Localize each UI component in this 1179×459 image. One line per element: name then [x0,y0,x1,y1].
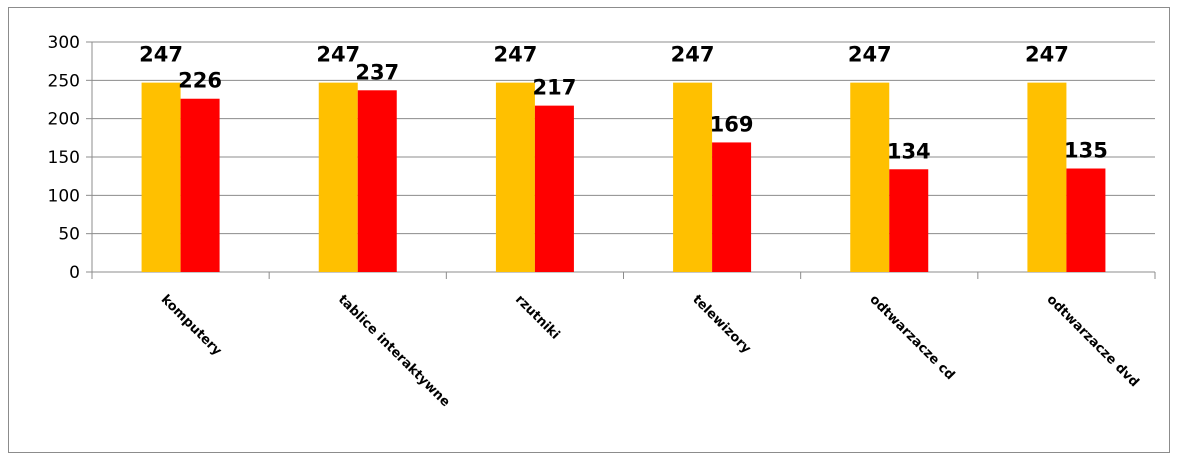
bar [712,142,752,272]
y-tick-label: 0 [69,263,80,283]
data-label: 169 [710,112,754,136]
bar [141,82,181,272]
data-label: 237 [355,60,399,84]
x-category-label: tablice interaktywne [335,292,453,410]
bar [318,82,358,272]
bar [357,90,397,272]
x-category-label: komputery [158,292,225,359]
data-label: 134 [887,139,931,163]
x-category-label: odtwarzacze cd [866,292,957,383]
data-label: 247 [671,43,715,67]
y-tick-label: 150 [48,148,80,168]
data-label: 247 [316,43,360,67]
bar [534,105,574,272]
y-tick-label: 250 [48,71,80,91]
data-label: 247 [848,43,892,67]
data-label: 247 [139,43,183,67]
x-category-label: odtwarzacze dvd [1044,292,1142,390]
y-tick-label: 50 [58,225,80,245]
data-label: 217 [532,76,576,100]
bar [180,98,220,272]
y-tick-label: 200 [48,110,80,130]
data-label: 226 [178,69,222,93]
bar [495,82,535,272]
bar [673,82,713,272]
data-label: 135 [1064,139,1108,163]
data-label: 247 [1025,43,1069,67]
bar [1066,168,1106,272]
data-label: 247 [493,43,537,67]
x-category-label: rzutniki [512,292,562,342]
bar [1027,82,1067,272]
y-tick-label: 100 [48,186,80,206]
y-tick-label: 300 [48,33,80,53]
bar [850,82,890,272]
bar [889,169,929,272]
x-category-label: telewizory [689,292,754,357]
